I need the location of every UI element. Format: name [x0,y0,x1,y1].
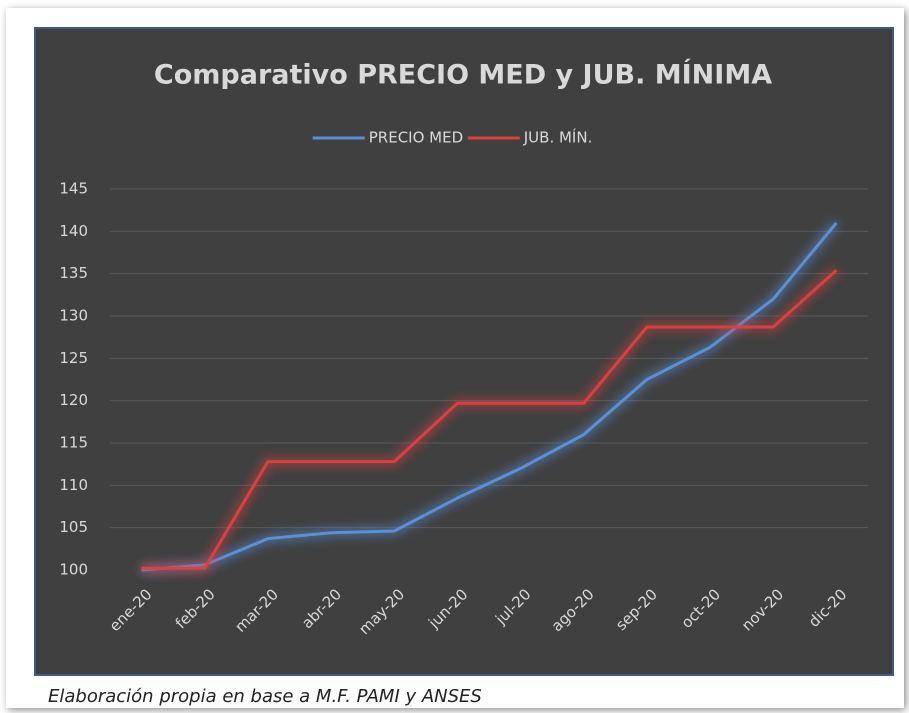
y-tick-label: 125 [59,349,88,367]
series-line [141,269,838,570]
caption: Elaboración propia en base a M.F. PAMI y… [48,686,482,707]
y-tick-label: 140 [59,222,88,240]
legend-label: PRECIO MED [369,129,463,147]
legend: PRECIO MED JUB. MÍN. [312,128,593,147]
y-tick-label: 115 [59,434,88,452]
chart-title: Comparativo PRECIO MED y JUB. MÍNIMA [154,59,772,91]
y-tick-label: 130 [59,307,88,325]
y-tick-label: 135 [59,264,88,282]
chart-area [34,27,894,676]
y-tick-label: 100 [59,561,88,579]
y-tick-label: 145 [59,180,88,198]
legend-label: JUB. MÍN. [523,128,593,147]
y-tick-label: 105 [59,518,88,536]
y-tick-label: 120 [59,391,88,409]
y-tick-label: 110 [59,476,88,494]
series-line [141,221,838,572]
